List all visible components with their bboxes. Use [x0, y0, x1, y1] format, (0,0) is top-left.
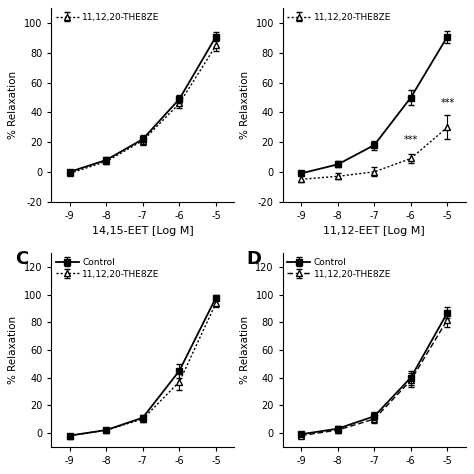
Y-axis label: % Relaxation: % Relaxation	[240, 71, 250, 139]
Legend: Control, 11,12,20-THE8ZE: Control, 11,12,20-THE8ZE	[56, 258, 159, 279]
Text: C: C	[15, 249, 28, 267]
Y-axis label: % Relaxation: % Relaxation	[9, 316, 18, 384]
X-axis label: 11,12-EET [Log M]: 11,12-EET [Log M]	[323, 226, 425, 236]
Legend: 11,12,20-THE8ZE: 11,12,20-THE8ZE	[287, 13, 391, 22]
Legend: Control, 11,12,20-THE8ZE: Control, 11,12,20-THE8ZE	[287, 258, 391, 279]
Legend: 11,12,20-THE8ZE: 11,12,20-THE8ZE	[56, 13, 159, 22]
Y-axis label: % Relaxation: % Relaxation	[9, 71, 18, 139]
Text: ***: ***	[404, 135, 418, 145]
Text: ***: ***	[440, 98, 455, 108]
X-axis label: 14,15-EET [Log M]: 14,15-EET [Log M]	[92, 226, 194, 236]
Y-axis label: % Relaxation: % Relaxation	[240, 316, 250, 384]
Text: D: D	[246, 249, 261, 267]
